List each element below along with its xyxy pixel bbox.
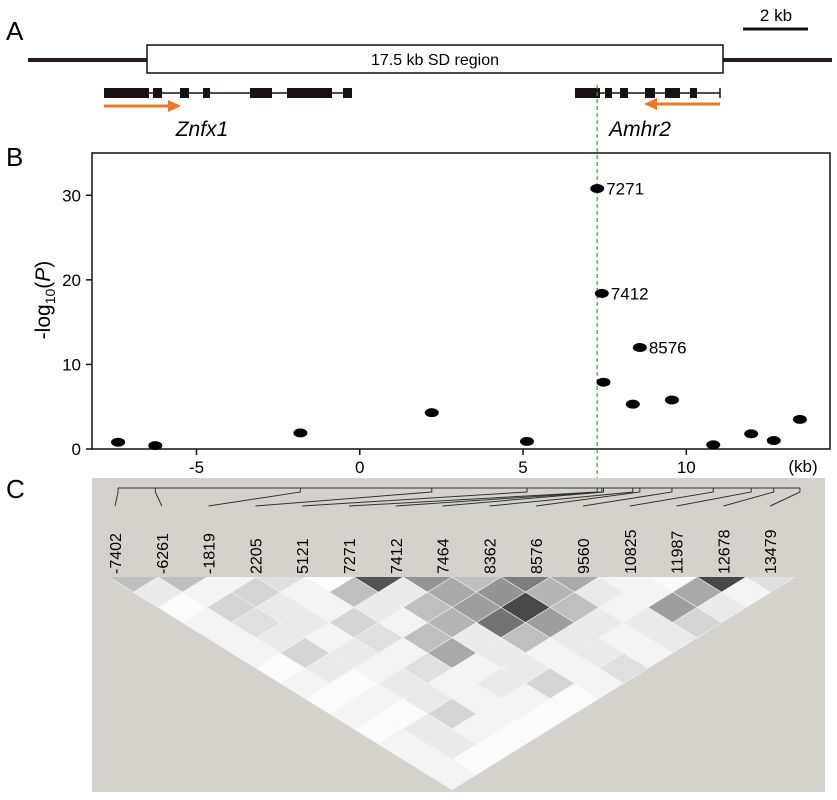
point xyxy=(766,436,781,446)
point xyxy=(111,437,126,447)
panel-label: A xyxy=(6,16,24,46)
point xyxy=(664,395,679,405)
y-label-part: 10 xyxy=(42,288,58,304)
marker-connector xyxy=(723,488,775,507)
marker-connector xyxy=(255,488,433,507)
arrow xyxy=(104,100,181,112)
y-axis-label: -log10(P) xyxy=(32,261,58,340)
marker-label: -1819 xyxy=(202,533,219,574)
gene-label: Znfx1 xyxy=(175,118,229,141)
marker-label: 2205 xyxy=(248,538,265,574)
marker-connector xyxy=(629,488,714,507)
marker-label: 12678 xyxy=(716,529,733,574)
marker-label: 11987 xyxy=(670,531,687,574)
marker-connector xyxy=(676,488,752,507)
y-tick-label: 0 xyxy=(72,440,81,459)
y-label-part: P xyxy=(32,268,55,282)
x-tick-label: 10 xyxy=(677,458,696,477)
marker-connector xyxy=(302,488,528,507)
marker-label: 13479 xyxy=(763,529,780,574)
point xyxy=(590,184,605,194)
point xyxy=(519,436,534,446)
gene-label: Amhr2 xyxy=(607,118,671,141)
point-label: 7412 xyxy=(611,284,649,303)
x-tick-label: 5 xyxy=(518,458,527,477)
point xyxy=(625,399,640,409)
marker-connector xyxy=(154,488,163,507)
marker-label: 7412 xyxy=(389,538,406,574)
x-axis-label: (kb) xyxy=(788,457,817,476)
point-label: 7271 xyxy=(606,180,644,199)
point xyxy=(293,428,308,438)
marker-connector xyxy=(442,488,605,507)
point xyxy=(632,343,647,353)
marker-label: 10825 xyxy=(623,529,640,574)
point xyxy=(594,288,609,298)
marker-connector xyxy=(489,488,634,507)
point xyxy=(424,408,439,418)
marker-connector xyxy=(536,488,641,507)
y-label-part: ) xyxy=(32,261,55,268)
y-label-part: -log xyxy=(32,304,55,339)
marker-label: -6261 xyxy=(155,533,172,574)
x-tick-label: 0 xyxy=(355,458,364,477)
sd-region xyxy=(146,44,724,74)
point xyxy=(792,414,807,424)
y-label-part: ( xyxy=(32,282,55,289)
y-tick-label: 10 xyxy=(62,355,81,374)
marker-connector xyxy=(114,488,119,507)
panel-label: C xyxy=(6,474,25,504)
arrow xyxy=(644,98,720,110)
point xyxy=(148,441,163,451)
ld-cell xyxy=(426,759,478,791)
marker-label: 7464 xyxy=(436,538,453,574)
plot-frame xyxy=(91,152,831,450)
marker-label: -7402 xyxy=(108,533,125,574)
marker-label: 8362 xyxy=(482,538,499,574)
ld-heatmap xyxy=(108,577,796,791)
panel-label: B xyxy=(6,142,23,172)
marker-connector xyxy=(769,488,801,507)
y-tick-label: 20 xyxy=(62,271,81,290)
y-tick-label: 30 xyxy=(62,186,81,205)
gene-znfx1 xyxy=(104,88,352,98)
point xyxy=(596,377,611,387)
region-label: 17.5 kb SD region xyxy=(371,52,499,69)
point-label: 8576 xyxy=(649,339,687,358)
gene-map: 2 kb 17.5 kb SD region Znfx1 Amhr2 xyxy=(28,6,832,141)
gene-amhr2 xyxy=(575,88,721,98)
point xyxy=(706,440,721,450)
x-tick-label: -5 xyxy=(189,458,204,477)
marker-connector xyxy=(208,488,301,507)
point xyxy=(744,429,759,439)
marker-label: 7271 xyxy=(342,538,359,574)
scale-bar-label: 2 kb xyxy=(760,6,792,25)
marker-label: 5121 xyxy=(295,538,312,574)
marker-label: 9560 xyxy=(576,538,593,574)
marker-label: 8576 xyxy=(529,538,546,574)
marker-connector xyxy=(582,488,673,507)
